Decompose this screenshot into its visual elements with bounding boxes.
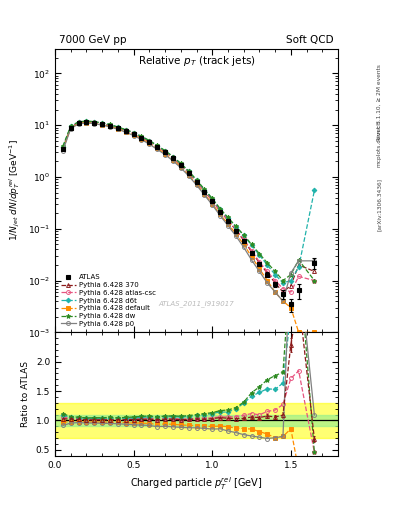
X-axis label: Charged particle $p_T^{rel}$ [GeV]: Charged particle $p_T^{rel}$ [GeV] xyxy=(130,475,263,492)
Text: mcplots.cern.ch: mcplots.cern.ch xyxy=(377,120,382,167)
Text: [arXiv:1306.3436]: [arXiv:1306.3436] xyxy=(377,178,382,231)
Y-axis label: $1/N_{jet}\ dN/dp_T^{rel}$ [GeV$^{-1}$]: $1/N_{jet}\ dN/dp_T^{rel}$ [GeV$^{-1}$] xyxy=(8,139,22,242)
Text: Soft QCD: Soft QCD xyxy=(286,35,334,45)
Bar xyxy=(55,403,338,438)
Text: Rivet 3.1.10, ≥ 2M events: Rivet 3.1.10, ≥ 2M events xyxy=(377,64,382,141)
Text: ATLAS_2011_I919017: ATLAS_2011_I919017 xyxy=(159,301,234,307)
Y-axis label: Ratio to ATLAS: Ratio to ATLAS xyxy=(21,361,30,427)
Legend: ATLAS, Pythia 6.428 370, Pythia 6.428 atlas-csc, Pythia 6.428 d6t, Pythia 6.428 : ATLAS, Pythia 6.428 370, Pythia 6.428 at… xyxy=(59,272,158,329)
Text: Relative $p_T$ (track jets): Relative $p_T$ (track jets) xyxy=(138,54,255,68)
Text: 7000 GeV pp: 7000 GeV pp xyxy=(59,35,127,45)
Bar xyxy=(55,415,338,426)
